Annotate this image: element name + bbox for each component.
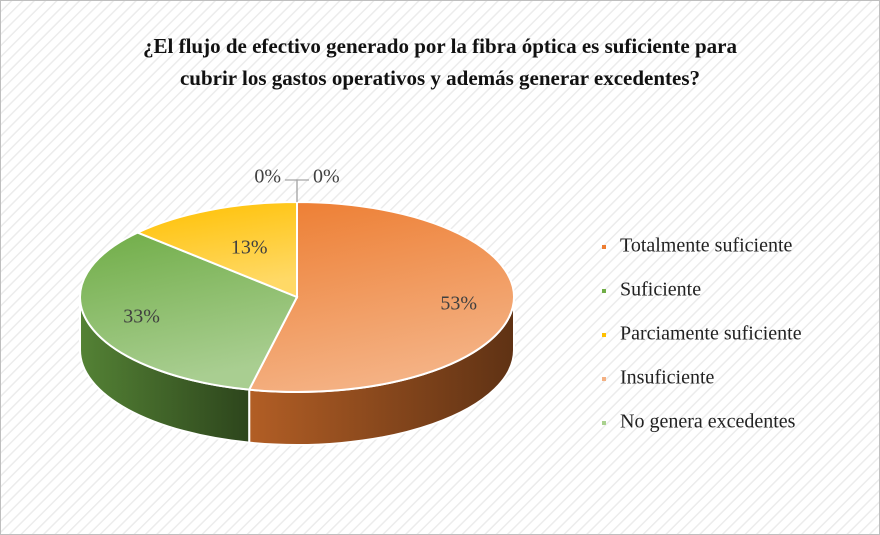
legend-swatch <box>602 245 606 249</box>
leader-line <box>296 179 309 202</box>
legend-label: Totalmente suficiente <box>620 235 793 257</box>
data-label: 13% <box>231 237 268 259</box>
chart-title: ¿El flujo de efectivo generado por la fi… <box>143 34 737 90</box>
legend-swatch <box>602 289 606 293</box>
pie-slice <box>79 231 299 391</box>
legend-label: Parciamente suficiente <box>620 323 802 345</box>
data-label: 53% <box>440 292 477 314</box>
data-label: 33% <box>123 306 160 328</box>
legend-swatch <box>602 377 606 381</box>
legend-label: Suficiente <box>620 279 701 301</box>
data-label: 0% <box>254 166 281 188</box>
data-label: 0% <box>313 166 340 188</box>
legend-label: Insuficiente <box>620 367 715 389</box>
legend-swatch <box>602 421 606 425</box>
pie-slice <box>247 200 515 393</box>
legend-swatch <box>602 333 606 337</box>
legend-label: No genera excedentes <box>620 411 796 433</box>
pie-slice <box>135 200 298 299</box>
